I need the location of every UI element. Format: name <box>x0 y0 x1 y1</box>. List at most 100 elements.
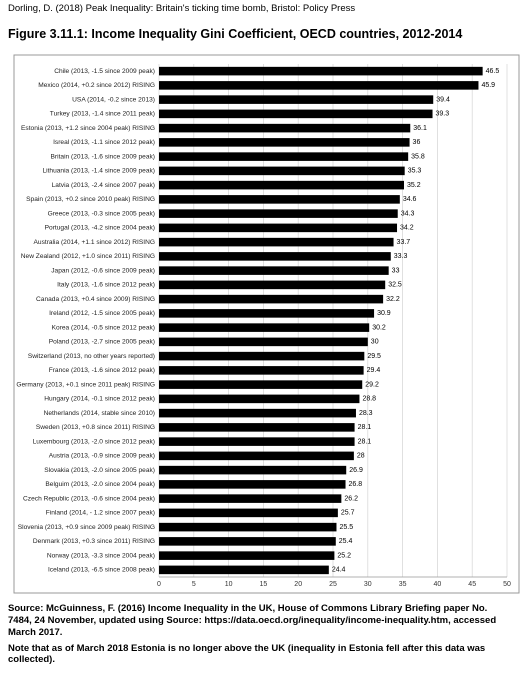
bar <box>159 109 433 119</box>
value-label: 45.9 <box>481 82 495 89</box>
y-tick-label: Turkey (2013, -1.4 since 2011 peak) <box>50 111 155 118</box>
bar <box>159 366 364 375</box>
value-label: 35.2 <box>407 182 421 189</box>
bar <box>159 380 363 389</box>
x-tick-label: 50 <box>503 581 511 588</box>
x-tick-label: 25 <box>329 581 337 588</box>
y-tick-label: Australia (2014, +1.1 since 2012) RISING <box>34 239 156 246</box>
y-tick-label: Canada (2013, +0.4 since 2009) RISING <box>36 296 155 303</box>
value-label: 36.1 <box>413 125 427 132</box>
y-tick-label: Switzerland (2013, no other years report… <box>28 353 155 360</box>
y-tick-label: USA (2014, -0.2 since 2013) <box>72 96 155 103</box>
value-label: 32.2 <box>386 296 400 303</box>
y-tick-label: Estonia (2013, +1.2 since 2004 peak) RIS… <box>21 125 155 132</box>
value-label: 29.4 <box>367 367 381 374</box>
y-tick-label: Finland (2014, - 1.2 since 2007 peak) <box>46 510 155 517</box>
bar <box>159 294 384 304</box>
bar <box>159 522 337 532</box>
bar <box>159 138 410 147</box>
y-tick-label: Mexico (2014, +0.2 since 2012) RISING <box>38 82 155 89</box>
bar <box>159 209 398 218</box>
y-tick-label: France (2013, -1.6 since 2012 peak) <box>49 367 155 374</box>
value-label: 28.1 <box>358 424 372 431</box>
chart-frame <box>13 54 520 594</box>
bar <box>159 95 434 104</box>
bar <box>159 437 355 446</box>
y-tick-label: Hungary (2014, -0.1 since 2012 peak) <box>44 396 155 403</box>
value-label: 26.9 <box>349 467 363 474</box>
bar <box>159 337 368 347</box>
chart: 0 5 10 15 20 25 30 35 40 45 50 Chile (2013, -1.5 si… <box>13 54 520 594</box>
x-tick-label: 0 <box>157 581 161 588</box>
y-tick-label: Greece (2013, -0.3 since 2005 peak) <box>48 210 155 217</box>
y-tick-label: Chile (2013, -1.5 since 2009 peak) <box>54 68 155 75</box>
header: Dorling, D. (2018) Peak Inequality: Brit… <box>8 3 356 14</box>
bar <box>159 195 400 204</box>
y-tick-label: Luxembourg (2013, -2.0 since 2012 peak) <box>33 438 155 445</box>
y-tick-label: Japan (2012, -0.6 since 2009 peak) <box>51 267 155 274</box>
x-tick-label: 40 <box>434 581 442 588</box>
y-tick-label: Ireland (2012, -1.5 since 2005 peak) <box>49 310 155 317</box>
value-label: 33 <box>392 267 400 274</box>
x-tick-label: 45 <box>468 581 476 588</box>
y-tick-label: Czech Republic (2013, -0.6 since 2004 pe… <box>23 495 155 502</box>
chart-title: Figure 3.11.1: Income Inequality Gini Co… <box>8 27 463 41</box>
y-tick-label: Belguim (2013, -2.0 since 2004 peak) <box>45 481 155 488</box>
value-label: 28.8 <box>362 396 376 403</box>
value-label: 32.5 <box>388 282 402 289</box>
value-label: 35.8 <box>411 153 425 160</box>
bar <box>159 423 355 432</box>
y-tick-label: Isreal (2013, -1.1 since 2012 peak) <box>53 139 155 146</box>
bar <box>159 465 347 475</box>
y-tick-label: Sweden (2013, +0.8 since 2011) RISING <box>36 424 155 431</box>
x-tick-label: 35 <box>399 581 407 588</box>
value-label: 46.5 <box>486 68 500 75</box>
y-tick-label: Latvia (2013, -2.4 since 2007 peak) <box>52 182 155 189</box>
value-label: 34.2 <box>400 225 414 232</box>
value-label: 36 <box>413 139 421 146</box>
bar <box>159 180 404 190</box>
y-tick-label: Italy (2013, -1.6 since 2012 peak) <box>57 282 155 289</box>
bar <box>159 152 409 161</box>
x-tick-label: 30 <box>364 581 372 588</box>
bar <box>159 394 360 404</box>
value-label: 28.1 <box>358 438 372 445</box>
value-label: 39.3 <box>436 111 450 118</box>
value-label: 28 <box>357 453 365 460</box>
y-tick-label: Spain (2013, +0.2 since 2010 peak) RISIN… <box>26 196 155 203</box>
bar <box>159 81 479 90</box>
bar <box>159 66 483 76</box>
bar <box>159 237 394 247</box>
bar <box>159 551 335 560</box>
x-tick-label: 5 <box>192 581 196 588</box>
bar <box>159 309 375 318</box>
value-label: 39.4 <box>436 96 450 103</box>
value-label: 26.2 <box>344 495 358 502</box>
y-tick-label: Norway (2013, -3.3 since 2004 peak) <box>47 552 155 559</box>
source: Source: McGuinness, F. (2016) Income Ine… <box>8 603 497 638</box>
value-label: 24.4 <box>332 567 346 574</box>
y-tick-label: Korea (2014, -0.5 since 2012 peak) <box>52 324 155 331</box>
y-tick-label: Slovenia (2013, +0.9 since 2009 peak) RI… <box>18 524 155 531</box>
x-tick-label: 10 <box>225 581 233 588</box>
bar <box>159 508 338 518</box>
bar <box>159 123 411 133</box>
value-label: 29.2 <box>365 381 379 388</box>
bar <box>159 451 354 461</box>
bar <box>159 323 370 332</box>
bar <box>159 166 405 176</box>
value-label: 25.5 <box>339 524 353 531</box>
note: Note that as of March 2018 Estonia is no… <box>8 643 486 665</box>
bar <box>159 565 329 575</box>
value-label: 30.2 <box>372 324 386 331</box>
y-tick-label: New Zealand (2012, +1.0 since 2011) RISI… <box>21 253 155 260</box>
value-label: 26.8 <box>349 481 363 488</box>
bar <box>159 537 336 546</box>
value-label: 34.3 <box>401 210 415 217</box>
value-label: 33.7 <box>397 239 411 246</box>
y-tick-label: Portugal (2013, -4.2 since 2004 peak) <box>45 225 155 232</box>
bar <box>159 480 346 489</box>
value-label: 29.5 <box>367 353 381 360</box>
value-label: 25.2 <box>337 552 351 559</box>
